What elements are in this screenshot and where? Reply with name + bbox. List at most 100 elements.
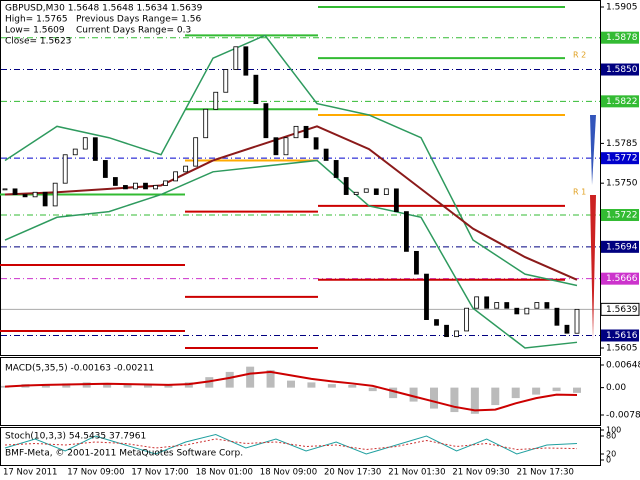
candle [514, 307, 520, 315]
candle [464, 307, 470, 332]
candle [414, 250, 419, 275]
candle [424, 273, 429, 320]
candle [544, 302, 550, 309]
candle [273, 137, 279, 156]
candle [82, 137, 88, 150]
main-frame [0, 0, 601, 356]
candle [404, 211, 409, 252]
candle [444, 324, 449, 338]
down-arrow [590, 195, 596, 340]
candle [484, 296, 490, 309]
candle [92, 137, 98, 161]
macd-bar [573, 387, 581, 393]
macd-bar [552, 387, 561, 392]
macd-bar [266, 370, 275, 388]
candle [253, 74, 259, 105]
candle [62, 154, 68, 184]
macd-bar [246, 366, 255, 388]
price-label: 1.5905 [606, 3, 638, 13]
macd-bar [430, 387, 438, 409]
level-label: 1.5878 [606, 33, 638, 43]
stoch-tick: 80 [606, 432, 616, 441]
time-label: 21 Nov 01:30 [388, 468, 445, 478]
copyright: BMF-Meta, © 2001-2011 MetaQuotes Softwar… [5, 449, 243, 459]
series-line [4, 125, 578, 281]
candle [283, 137, 289, 156]
macd-bar [103, 383, 112, 388]
candle [143, 182, 148, 190]
level-label: 1.5616 [606, 331, 638, 341]
series-line [4, 34, 578, 287]
macd-bar [287, 380, 295, 388]
candle [22, 194, 28, 198]
candle [163, 180, 168, 186]
candle [173, 171, 178, 182]
price-label: 1.5605 [606, 344, 638, 354]
time-label: 21 Nov 09:30 [452, 468, 509, 478]
level-box [601, 95, 639, 108]
level-box [601, 240, 639, 253]
macd-bar [144, 384, 152, 388]
macd-tick: -0.00784 [606, 411, 640, 421]
candle [353, 191, 359, 195]
macd-bar [1, 385, 9, 388]
candle [343, 177, 349, 195]
level-box [601, 63, 639, 76]
level-label: 1.5694 [606, 242, 638, 252]
time-label: 21 Nov 17:30 [517, 468, 574, 478]
candle [393, 188, 399, 213]
candle [474, 296, 480, 309]
macd-bar [327, 384, 336, 388]
candle [32, 191, 38, 198]
level-label: 1.5666 [606, 274, 638, 284]
series-line [4, 370, 578, 412]
macd-bar [41, 384, 50, 388]
macd-bar [205, 377, 214, 388]
macd-tick: 0.00648 [606, 361, 640, 371]
candle [303, 125, 309, 139]
candle [2, 188, 8, 191]
series-line [4, 438, 578, 451]
candle [504, 302, 510, 309]
price-label: 1.5750 [606, 179, 638, 189]
macd-bar [164, 385, 173, 388]
prev-range: Previous Days Range= 1.56 [76, 15, 201, 25]
current-box [600, 302, 640, 316]
pivot-label: R 1 [573, 188, 586, 197]
candle [313, 137, 319, 150]
candle [42, 191, 48, 207]
candle [183, 165, 189, 173]
symbol: GBPUSD,M30 1.5648 1.5648 1.5634 1.5639 [5, 4, 203, 14]
level-label: 1.5772 [606, 154, 638, 164]
candle [223, 69, 229, 93]
candle [554, 307, 560, 326]
series-line [4, 433, 578, 455]
candle [293, 125, 299, 139]
candle [333, 160, 339, 178]
candle [112, 177, 118, 186]
time-label: 20 Nov 17:30 [324, 468, 381, 478]
macd-bar [470, 387, 479, 414]
candle [243, 46, 249, 76]
candle [72, 148, 78, 156]
macd-bar [409, 387, 418, 402]
candle [323, 148, 329, 161]
level-box [601, 329, 639, 342]
stoch-tick: 100 [606, 426, 621, 435]
candle [383, 188, 389, 195]
time-label: 17 Nov 17:00 [131, 468, 188, 478]
candle [52, 182, 58, 207]
high: High= 1.5765 [5, 15, 68, 25]
time-label: 17 Nov 2011 [3, 468, 57, 478]
candle [363, 188, 369, 193]
candle [534, 302, 540, 309]
candle [564, 324, 570, 334]
level-box [601, 152, 639, 165]
candle [373, 188, 379, 195]
stoch-label: Stoch(10,3,3) 54.5435 37.7961 [5, 432, 146, 442]
pivot-label: R 2 [573, 51, 586, 60]
macd-bar [225, 371, 234, 388]
candle [123, 185, 128, 190]
cur-range: Current Days Range= 0.3 [76, 26, 191, 36]
